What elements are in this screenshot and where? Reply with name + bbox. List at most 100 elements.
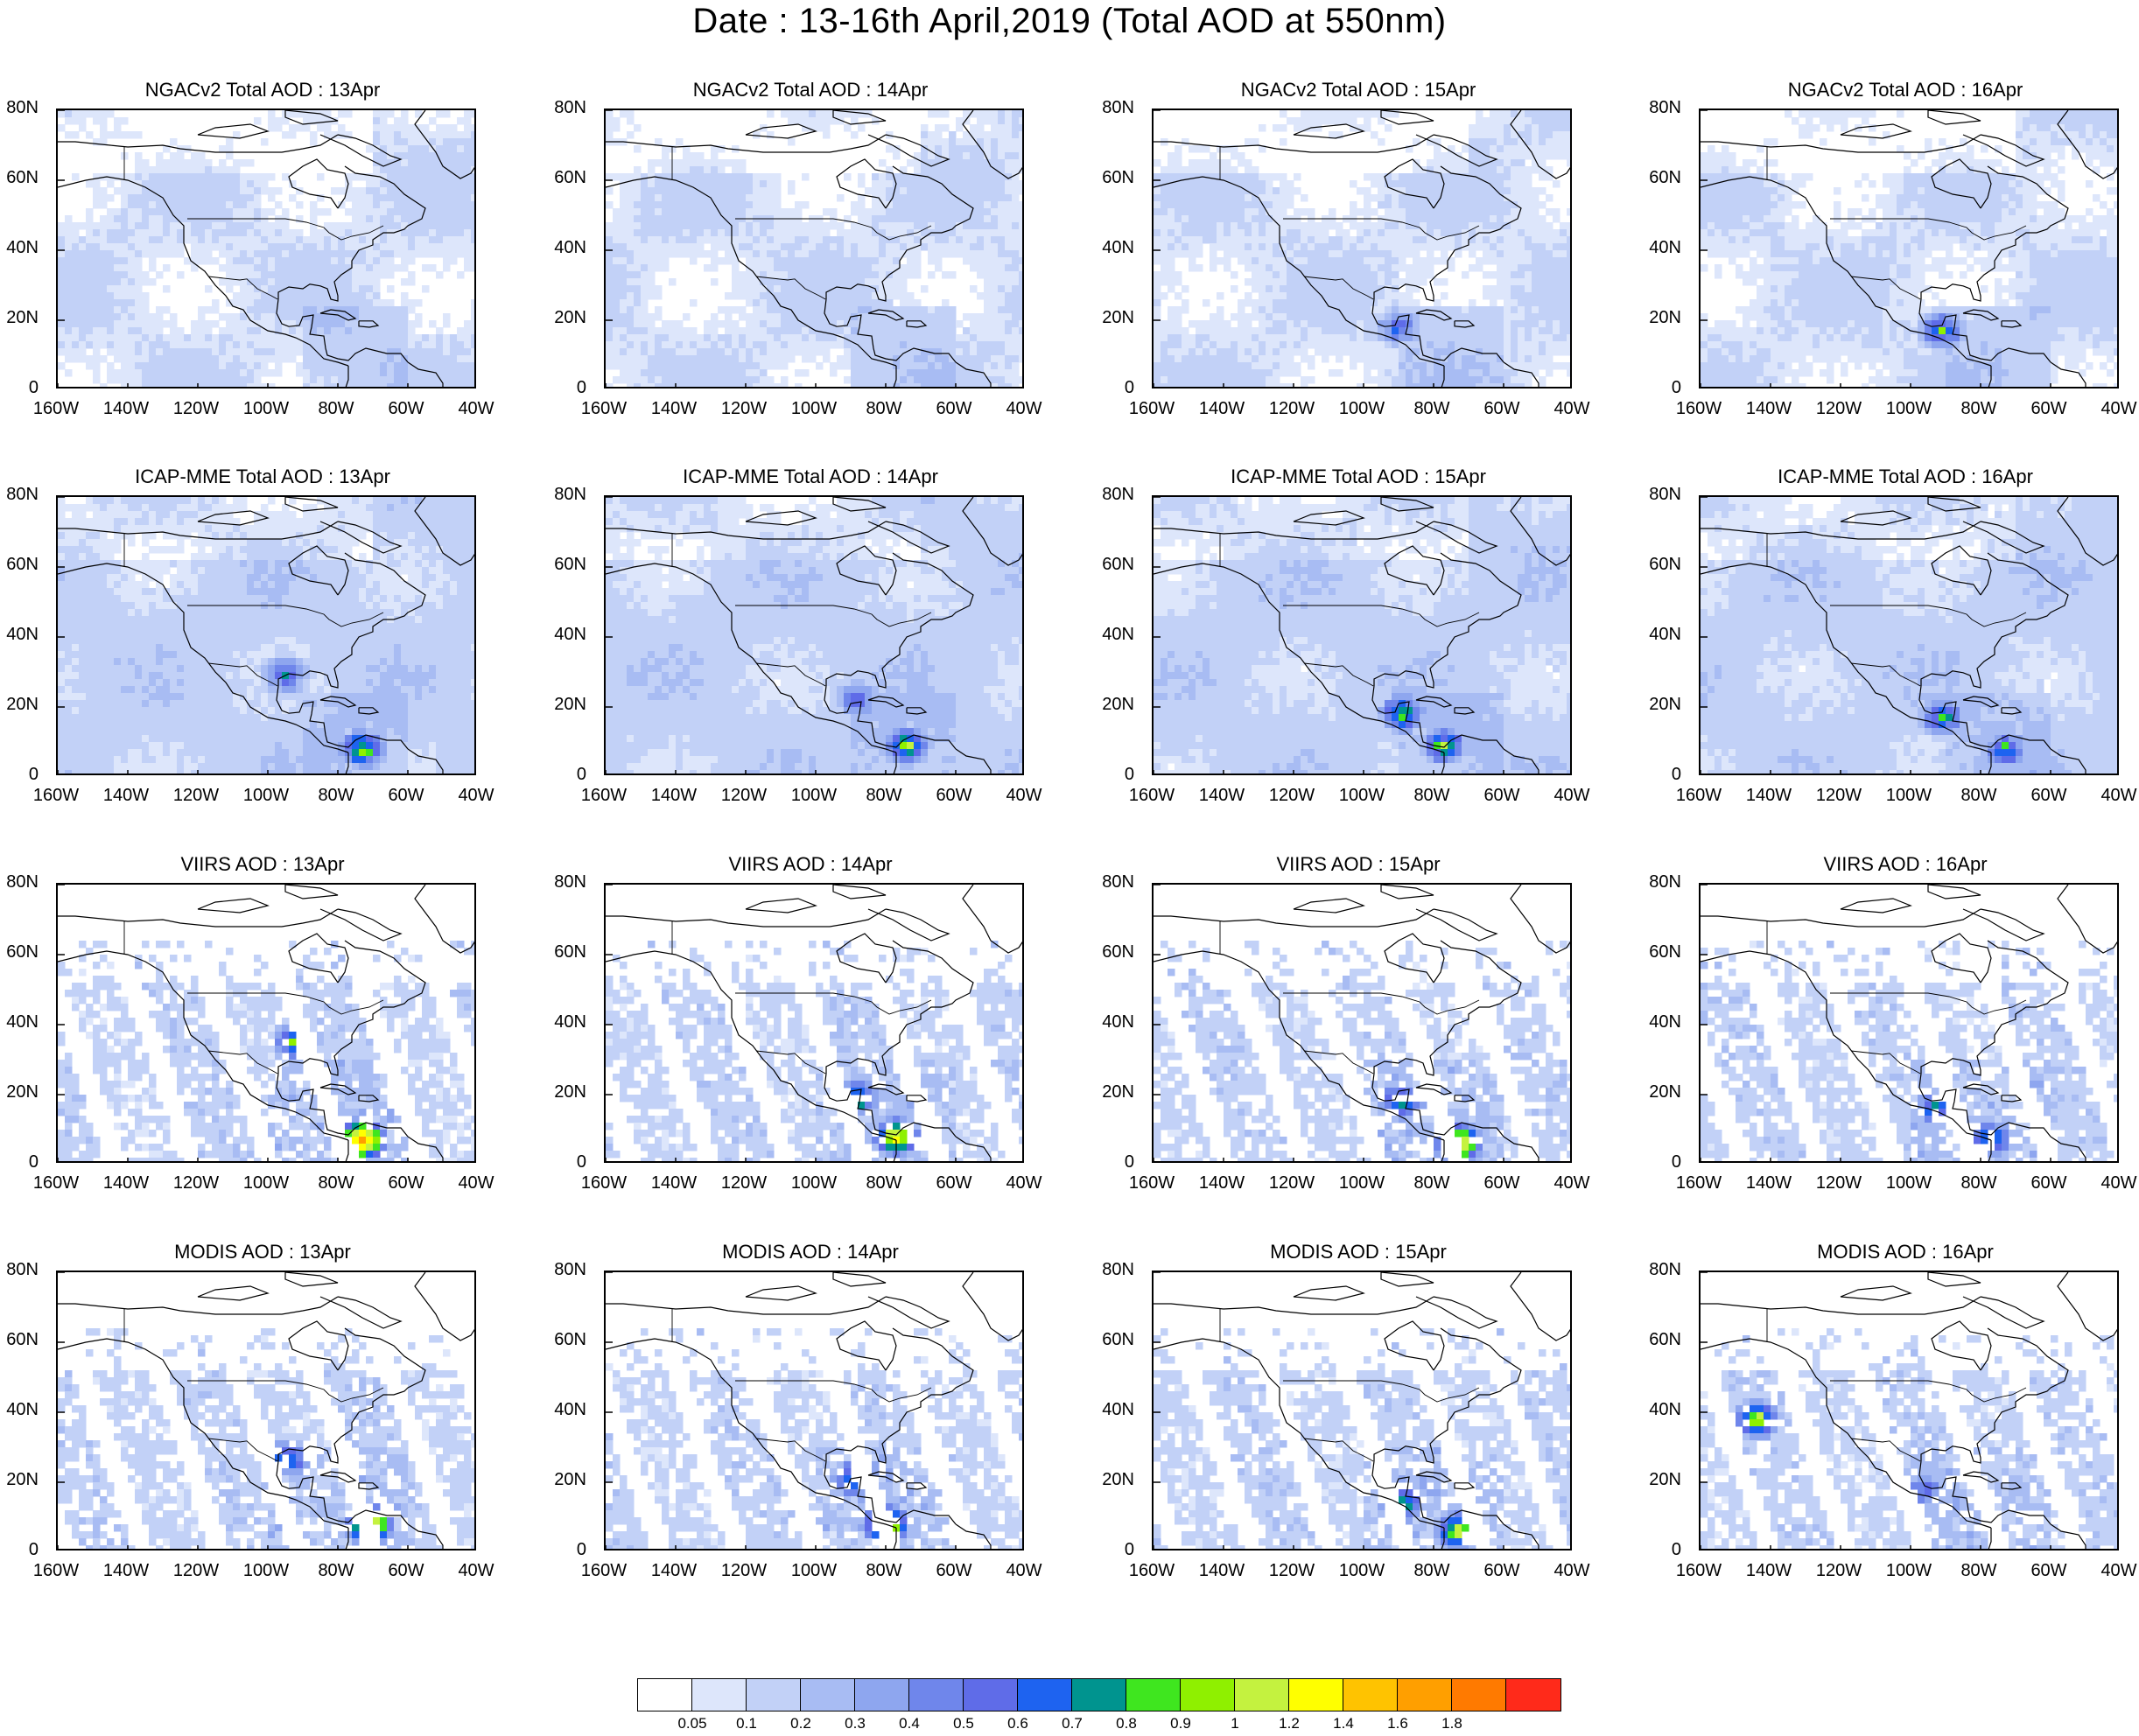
aod-cell xyxy=(697,159,705,167)
aod-cell xyxy=(984,180,992,188)
aod-cell xyxy=(303,348,311,356)
aod-cell xyxy=(1553,117,1560,125)
aod-cell xyxy=(1308,236,1315,244)
aod-cell xyxy=(956,348,964,356)
aod-cell xyxy=(711,341,719,349)
aod-cell xyxy=(837,257,845,265)
aod-cell xyxy=(998,243,1006,251)
aod-cell xyxy=(233,257,241,265)
aod-cell xyxy=(865,250,873,258)
aod-cell xyxy=(65,327,73,335)
aod-cell xyxy=(1490,285,1497,293)
aod-cell xyxy=(233,348,241,356)
aod-cell xyxy=(212,383,220,388)
aod-cell xyxy=(58,257,66,265)
aod-cell xyxy=(774,306,782,314)
aod-cell xyxy=(732,383,740,388)
aod-cell xyxy=(1357,187,1364,195)
aod-cell xyxy=(1504,187,1511,195)
aod-cell xyxy=(613,348,621,356)
aod-cell xyxy=(415,159,423,167)
aod-cell xyxy=(1497,138,1504,146)
aod-cell xyxy=(254,180,262,188)
aod-cell xyxy=(471,236,476,244)
aod-cell xyxy=(1350,278,1357,286)
aod-cell xyxy=(1525,222,1532,230)
aod-cell xyxy=(408,138,416,146)
aod-cell xyxy=(998,201,1006,209)
aod-cell xyxy=(387,194,395,202)
aod-cell xyxy=(991,313,999,321)
aod-cell xyxy=(226,180,234,188)
aod-cell xyxy=(156,383,164,388)
aod-cell xyxy=(1364,306,1371,314)
aod-cell xyxy=(1019,152,1024,160)
aod-cell xyxy=(1196,250,1203,258)
aod-cell xyxy=(1546,250,1553,258)
aod-cell xyxy=(177,348,185,356)
aod-cell xyxy=(1539,320,1546,328)
aod-cell xyxy=(746,243,754,251)
aod-cell xyxy=(1019,250,1024,258)
aod-cell xyxy=(457,383,465,388)
aod-cell xyxy=(149,348,157,356)
aod-cell xyxy=(114,341,122,349)
aod-cell xyxy=(1504,215,1511,223)
aod-cell xyxy=(984,117,992,125)
aod-cell xyxy=(1224,201,1231,209)
aod-cell xyxy=(662,194,670,202)
aod-cell xyxy=(1329,271,1336,279)
aod-cell xyxy=(429,243,437,251)
aod-cell xyxy=(795,383,803,388)
aod-cell xyxy=(984,208,992,216)
aod-cell xyxy=(1469,180,1476,188)
aod-cell xyxy=(135,327,143,335)
aod-cell xyxy=(1343,229,1350,237)
aod-cell xyxy=(935,313,943,321)
aod-cell xyxy=(219,187,227,195)
aod-cell xyxy=(380,271,388,279)
aod-cell xyxy=(928,376,936,384)
aod-cell xyxy=(627,299,635,307)
aod-cell xyxy=(1203,222,1210,230)
aod-cell xyxy=(107,348,115,356)
aod-cell xyxy=(669,327,677,335)
aod-cell xyxy=(289,348,297,356)
aod-cell xyxy=(170,222,178,230)
aod-cell xyxy=(949,152,957,160)
aod-cell xyxy=(1350,306,1357,314)
aod-cell xyxy=(65,257,73,265)
aod-cell xyxy=(240,348,248,356)
aod-cell xyxy=(1336,320,1343,328)
aod-cell xyxy=(956,117,964,125)
aod-cell xyxy=(387,166,395,174)
aod-cell xyxy=(830,257,838,265)
aod-cell xyxy=(1343,271,1350,279)
aod-cell xyxy=(1217,215,1224,223)
aod-cell xyxy=(1224,250,1231,258)
aod-cell xyxy=(865,236,873,244)
aod-cell xyxy=(1385,292,1392,300)
aod-cell xyxy=(394,187,402,195)
aod-cell xyxy=(450,152,458,160)
aod-cell xyxy=(998,362,1006,370)
aod-cell xyxy=(450,369,458,377)
aod-cell xyxy=(275,124,283,132)
aod-cell xyxy=(170,152,178,160)
aod-cell xyxy=(1012,383,1020,388)
aod-cell xyxy=(963,166,971,174)
aod-cell xyxy=(732,285,740,293)
aod-cell xyxy=(1196,236,1203,244)
aod-cell xyxy=(471,376,476,384)
aod-cell xyxy=(788,299,796,307)
aod-cell xyxy=(254,117,262,125)
aod-cell xyxy=(1182,194,1189,202)
aod-cell xyxy=(1553,292,1560,300)
aod-cell xyxy=(823,236,831,244)
aod-cell xyxy=(942,348,950,356)
aod-cell xyxy=(366,180,374,188)
aod-cell xyxy=(641,383,649,388)
aod-cell xyxy=(991,215,999,223)
aod-cell xyxy=(366,285,374,293)
aod-cell xyxy=(1012,180,1020,188)
